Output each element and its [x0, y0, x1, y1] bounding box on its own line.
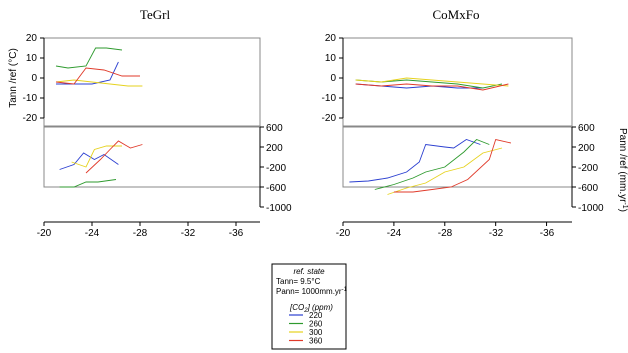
- panel-title-comxfo: CoMxFo: [433, 7, 480, 22]
- pann-tick-label: -1000: [266, 203, 292, 214]
- pann-series-260: [59, 179, 117, 188]
- tann-series-220: [56, 61, 119, 85]
- legend-ref-title: ref. state: [293, 267, 325, 276]
- x-axis-tegrl: -20 -24 -28 -32 -36: [37, 228, 244, 239]
- legend-co2-title: [CO2] (ppm): [289, 303, 333, 314]
- pann-axis-label-close: ): [617, 209, 628, 212]
- legend-tann-ref: Tann= 9.5°C: [276, 277, 321, 286]
- x-tick-label: -24: [85, 228, 100, 239]
- legend-co2-title-main: [CO: [289, 303, 304, 312]
- legend-pann-ref-sup: -1: [342, 287, 348, 293]
- x-tick-label: -24: [387, 228, 402, 239]
- tann-series-260: [55, 47, 123, 69]
- x-axis-comxfo: -20 -24 -28 -32 -36: [336, 228, 555, 239]
- pann-tick-label: 600: [578, 123, 595, 134]
- x-tick-label: -36: [540, 228, 555, 239]
- legend-label-300: 300: [309, 328, 323, 337]
- pann-series-260: [374, 138, 490, 190]
- tann-series-360: [55, 67, 140, 85]
- legend-label-360: 360: [309, 337, 323, 346]
- pann-tick-label: -600: [266, 183, 286, 194]
- tann-tick-label: -20: [23, 113, 38, 124]
- legend-co2-title-sub: 2: [303, 308, 308, 314]
- tann-tick-label: 10: [325, 53, 337, 64]
- panel-tegrl: TeGrl 20 10 0 -10 -20 Tann /ref (°C) 600…: [8, 7, 292, 239]
- panel-title-tegrl: TeGrl: [140, 7, 171, 22]
- panel-comxfo: CoMxFo 20 10 0 -10 -20 600 200 -200 -600…: [322, 7, 628, 239]
- pann-tick-label: 200: [266, 143, 283, 154]
- tann-tick-label: 0: [31, 73, 37, 84]
- pann-tick-label: -200: [578, 163, 598, 174]
- tann-frame-tegrl: [43, 37, 261, 127]
- tann-axis-comxfo: 20 10 0 -10 -20: [322, 33, 337, 124]
- tann-tick-label: -10: [23, 93, 38, 104]
- plot-area-comxfo: [339, 37, 576, 226]
- x-tick-label: -20: [37, 228, 52, 239]
- tann-series-360: [355, 83, 509, 91]
- pann-tick-label: -1000: [578, 203, 604, 214]
- legend-label-220: 220: [309, 311, 323, 320]
- pann-axis-tegrl: 600 200 -200 -600 -1000: [266, 123, 292, 214]
- tann-series-300: [355, 77, 509, 87]
- tann-tick-label: 20: [325, 33, 337, 44]
- tann-axis-label: Tann /ref (°C): [8, 48, 19, 108]
- pann-tick-label: -600: [578, 183, 598, 194]
- plot-area-tegrl: [40, 37, 264, 226]
- x-tick-label: -20: [336, 228, 351, 239]
- tann-axis-tegrl: 20 10 0 -10 -20: [23, 33, 38, 124]
- pann-axis-comxfo: 600 200 -200 -600 -1000: [578, 123, 604, 214]
- tann-tick-label: 10: [26, 53, 38, 64]
- pann-tick-label: 600: [266, 123, 283, 134]
- pann-axis-label: Pann /ref (mm.yr-1): [617, 128, 628, 212]
- tann-series-300: [55, 79, 143, 87]
- pann-frame-tegrl: [43, 126, 261, 188]
- pann-series-360: [85, 140, 143, 174]
- pann-series-300: [387, 147, 503, 195]
- legend-pann-ref-main: Pann= 1000mm.yr: [276, 287, 342, 296]
- legend-pann-ref: Pann= 1000mm.yr-1: [276, 287, 348, 296]
- tann-tick-label: 20: [26, 33, 38, 44]
- pann-series-220: [59, 152, 119, 170]
- pann-tick-label: -200: [266, 163, 286, 174]
- x-tick-label: -36: [229, 228, 244, 239]
- legend: ref. state Tann= 9.5°C Pann= 1000mm.yr-1…: [271, 263, 348, 350]
- x-tick-label: -32: [489, 228, 504, 239]
- legend-box: [271, 263, 347, 350]
- legend-label-260: 260: [309, 320, 323, 329]
- pann-series-360: [393, 138, 512, 193]
- pann-series-300: [71, 145, 122, 168]
- tann-tick-label: -10: [322, 93, 337, 104]
- tann-tick-label: 0: [330, 73, 336, 84]
- pann-tick-label: 200: [578, 143, 595, 154]
- tann-tick-label: -20: [322, 113, 337, 124]
- legend-co2-title-rest: ] (ppm): [307, 303, 334, 312]
- pann-axis-label-main: Pann /ref (mm.yr: [617, 128, 628, 203]
- pann-series-220: [349, 139, 481, 183]
- x-tick-label: -28: [438, 228, 453, 239]
- pann-axis-label-sup: -1: [621, 202, 628, 208]
- x-tick-label: -32: [181, 228, 196, 239]
- x-tick-label: -28: [133, 228, 148, 239]
